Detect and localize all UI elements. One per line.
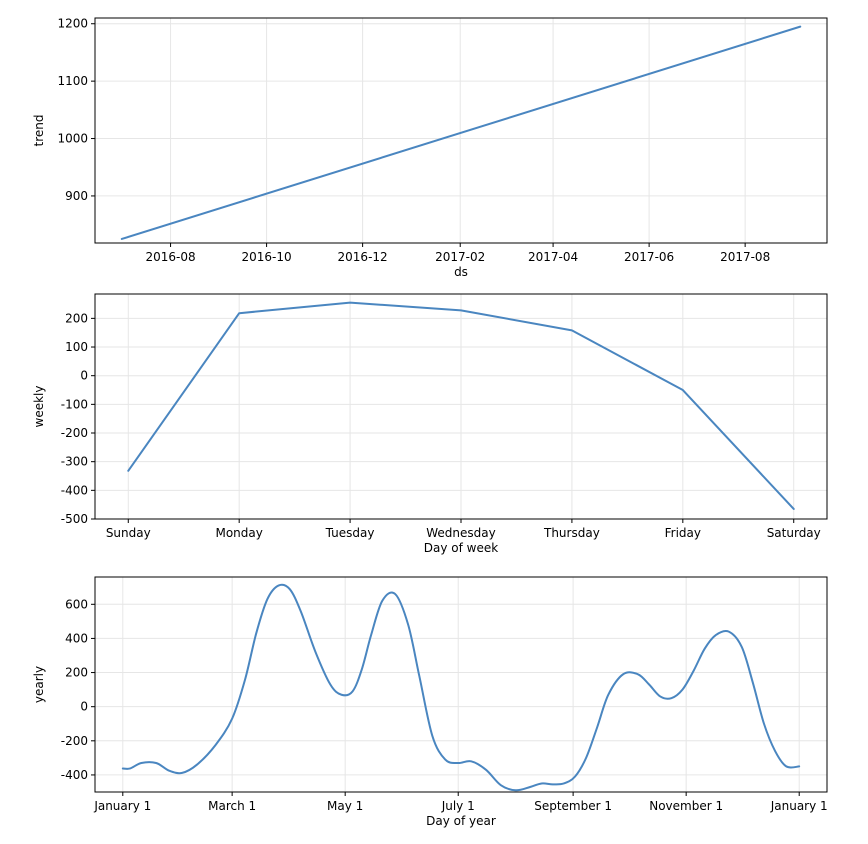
y-tick-label: -400 — [61, 768, 88, 782]
x-tick-label: May 1 — [327, 799, 363, 813]
y-tick-label: -200 — [61, 734, 88, 748]
x-tick-label: Tuesday — [325, 526, 375, 540]
y-tick-label: -500 — [61, 512, 88, 526]
trend-panel: 2016-08 2016-10 2016-12 2017-02 2017-04 2017-… — [32, 17, 828, 279]
y-tick-label: 1100 — [57, 74, 88, 88]
x-tick-label: September 1 — [534, 799, 612, 813]
y-tick-label: 1200 — [57, 17, 88, 31]
y-tick-label: -100 — [61, 397, 88, 411]
y-tick-label: -200 — [61, 426, 88, 440]
y-tick-label: 400 — [65, 631, 88, 645]
x-tick-label: 2016-08 — [145, 250, 195, 264]
y-tick-label: 1000 — [57, 132, 88, 146]
y-tick-label: -400 — [61, 483, 88, 497]
x-tick-label: 2017-04 — [528, 250, 578, 264]
x-tick-label: Thursday — [543, 526, 600, 540]
x-tick-label: March 1 — [208, 799, 256, 813]
x-tick-label: January 1 — [770, 799, 828, 813]
x-axis-label: Day of week — [424, 541, 498, 555]
x-tick-label: 2016-10 — [242, 250, 292, 264]
x-tick-label: January 1 — [93, 799, 151, 813]
x-tick-label: Saturday — [767, 526, 821, 540]
y-tick-label: 900 — [65, 189, 88, 203]
x-axis-label: ds — [454, 265, 468, 279]
x-tick-label: Friday — [665, 526, 701, 540]
y-tick-label: 200 — [65, 311, 88, 325]
x-tick-label: Wednesday — [426, 526, 495, 540]
x-tick-label: Sunday — [106, 526, 151, 540]
y-tick-label: 0 — [80, 700, 88, 714]
weekly-panel: Sunday Monday Tuesday Wednesday Thursday Frid… — [32, 293, 828, 555]
y-axis-label: weekly — [32, 386, 46, 428]
x-tick-label: Monday — [215, 526, 262, 540]
x-axis-label: Day of year — [426, 814, 496, 828]
y-axis-label: yearly — [32, 666, 46, 703]
axes-frame — [94, 17, 828, 244]
x-tick-label: July 1 — [441, 799, 475, 813]
y-axis-label: trend — [32, 115, 46, 147]
weekly-series-line — [127, 301, 795, 510]
x-tick-label: 2016-12 — [338, 250, 388, 264]
x-tick-label: November 1 — [649, 799, 723, 813]
yearly-panel: January 1 March 1 May 1 July 1 September 1 No… — [32, 576, 828, 828]
axes-frame — [94, 576, 828, 793]
y-tick-label: -300 — [61, 455, 88, 469]
x-tick-label: 2017-02 — [435, 250, 485, 264]
yearly-series-line — [121, 583, 801, 792]
y-tick-label: 100 — [65, 340, 88, 354]
y-tick-label: 0 — [80, 369, 88, 383]
x-tick-label: 2017-08 — [720, 250, 770, 264]
trend-series-line — [120, 25, 802, 240]
y-tick-label: 600 — [65, 597, 88, 611]
x-tick-label: 2017-06 — [624, 250, 674, 264]
y-tick-label: 200 — [65, 666, 88, 680]
